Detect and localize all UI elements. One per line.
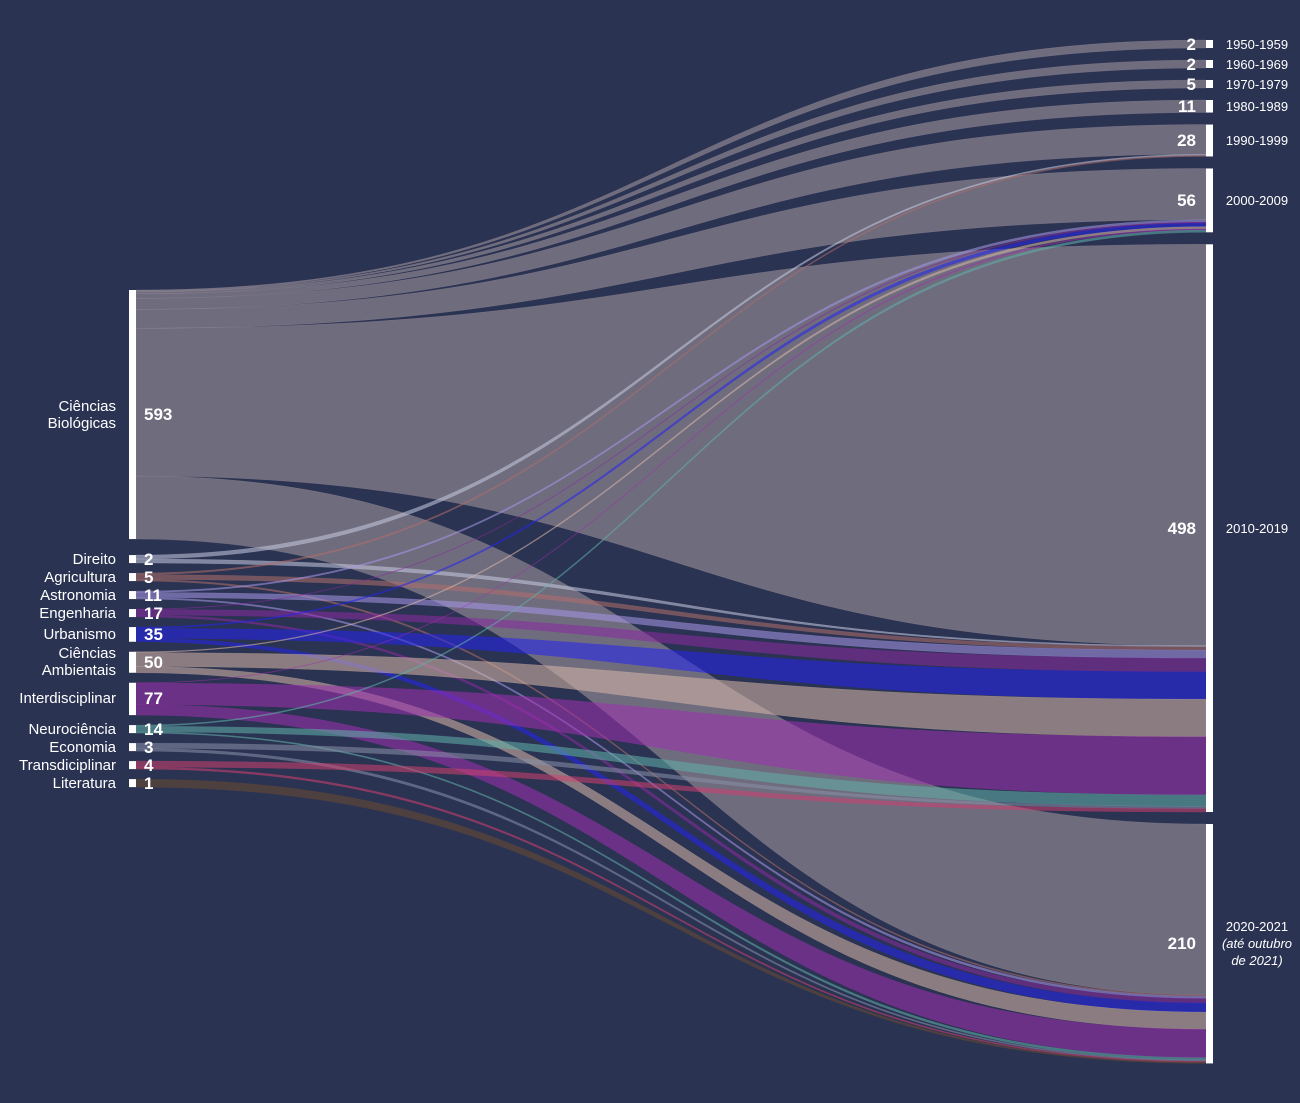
source-value: 17 <box>144 603 163 623</box>
source-value: 1 <box>144 773 154 793</box>
source-value: 35 <box>144 624 163 644</box>
target-value: 5 <box>1186 74 1196 94</box>
source-value: 593 <box>144 405 173 425</box>
source-node <box>129 609 136 618</box>
source-label: Interdisciplinar <box>19 690 116 708</box>
source-value: 77 <box>144 689 163 709</box>
source-label: Ciências Biológicas <box>47 397 116 432</box>
source-label: Astronomia <box>40 586 116 604</box>
source-node <box>129 627 136 642</box>
source-node <box>129 743 136 752</box>
target-node <box>1206 100 1213 113</box>
source-label: Agricultura <box>44 568 116 586</box>
target-value: 210 <box>1167 934 1196 954</box>
source-label: Engenharia <box>39 604 116 622</box>
target-value: 28 <box>1177 131 1196 150</box>
source-value: 14 <box>144 719 163 739</box>
source-value: 11 <box>144 585 162 605</box>
target-label: 2020-2021 <box>1225 919 1289 935</box>
target-node <box>1206 168 1213 233</box>
flow <box>135 682 1207 796</box>
target-label: 2010-2019 <box>1225 520 1289 536</box>
target-node <box>1206 124 1213 157</box>
target-label: 1950-1959 <box>1225 36 1289 52</box>
source-node <box>129 779 136 788</box>
source-value: 2 <box>144 549 154 569</box>
target-label: 1960-1969 <box>1225 56 1289 72</box>
source-node <box>129 573 136 582</box>
source-label: Ciências Ambientais <box>41 645 116 680</box>
target-label: 1970-1979 <box>1225 76 1289 92</box>
target-node <box>1206 80 1213 88</box>
target-value: 2 <box>1186 54 1196 74</box>
source-label: Direito <box>72 550 116 568</box>
source-node <box>129 591 136 600</box>
target-note: (até outubro de 2021) <box>1221 936 1293 969</box>
source-node <box>129 725 136 734</box>
flow <box>135 244 1207 646</box>
flow <box>135 760 1207 813</box>
source-node <box>129 682 136 716</box>
source-value: 50 <box>144 652 163 672</box>
source-label: Economia <box>49 738 116 756</box>
target-value: 498 <box>1167 518 1196 538</box>
source-value: 4 <box>144 755 154 775</box>
source-node <box>129 555 136 564</box>
target-label: 2000-2009 <box>1225 192 1289 208</box>
target-value: 2 <box>1186 34 1196 54</box>
target-node <box>1206 244 1213 813</box>
source-value: 3 <box>144 737 154 757</box>
source-label: Transdiciplinar <box>19 756 116 774</box>
target-node <box>1206 60 1213 68</box>
target-value: 11 <box>1178 96 1196 116</box>
source-node <box>129 761 136 770</box>
target-node <box>1206 824 1213 1064</box>
source-label: Literatura <box>52 774 116 792</box>
target-value: 56 <box>1177 190 1196 210</box>
source-value: 5 <box>144 567 154 587</box>
target-label: 1990-1999 <box>1225 133 1289 148</box>
source-node <box>129 290 136 540</box>
source-node <box>129 651 136 673</box>
target-label: 1980-1989 <box>1225 98 1289 114</box>
source-label: Neurociência <box>28 720 116 738</box>
source-label: Urbanismo <box>43 625 116 643</box>
target-node <box>1206 40 1213 48</box>
